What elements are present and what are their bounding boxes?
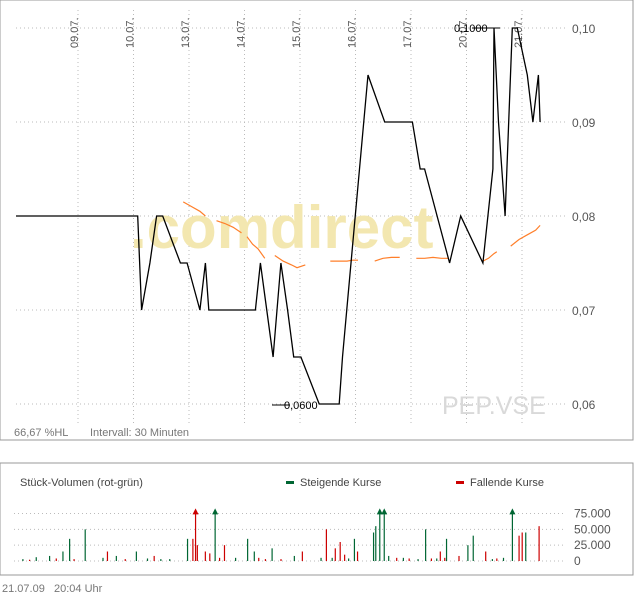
x-tick-label: 21.07.: [513, 17, 525, 48]
x-tick-label: 10.07.: [125, 17, 137, 48]
watermark-brand: .comdirect: [130, 194, 433, 261]
average-line-segment: [182, 201, 206, 217]
legend-label-up: Steigende Kurse: [300, 477, 381, 489]
legend-label-down: Fallende Kurse: [470, 477, 544, 489]
volume-overflow-arrow: [212, 508, 219, 515]
volume-overflow-arrow: [192, 508, 199, 515]
x-axis-ticks: 09.07. 10.07. 13.07. 14.07. 15.07. 16.07. 17.0…: [69, 17, 525, 48]
x-tick-label: 09.07.: [69, 17, 81, 48]
average-series: [182, 201, 541, 269]
x-tick-label: 15.07.: [291, 17, 303, 48]
hl-info: 66,67 %HL: [14, 427, 68, 439]
volume-tick-label: 25.000: [574, 538, 611, 552]
volume-title: Stück-Volumen (rot-grün): [20, 477, 143, 489]
max-label: 0,1000: [454, 23, 488, 35]
x-tick-label: 20.07.: [458, 17, 470, 48]
y-tick-label: 0,06: [572, 398, 596, 412]
average-line-segment: [510, 224, 541, 247]
average-line-segment: [216, 220, 242, 234]
footer: 21.07.09 20:04 Uhr: [2, 583, 102, 595]
volume-tick-label: 50.000: [574, 522, 611, 536]
interval-info: Intervall: 30 Minuten: [90, 427, 189, 439]
legend-swatch-down: [456, 481, 464, 484]
footer-time: 20:04 Uhr: [54, 583, 103, 595]
footer-date: 21.07.09: [2, 583, 45, 595]
y-tick-label: 0,10: [572, 22, 596, 36]
y-tick-label: 0,07: [572, 304, 596, 318]
volume-panel-frame: [0, 462, 634, 576]
x-tick-label: 13.07.: [180, 17, 192, 48]
volume-overflow-arrow: [381, 508, 388, 515]
volume-tick-label: 75.000: [574, 507, 611, 521]
average-line-segment: [374, 256, 400, 262]
watermark: .comdirect PEP.VSE: [130, 194, 546, 420]
min-label: 0,0600: [284, 400, 318, 412]
legend-swatch-up: [286, 481, 294, 484]
average-line-segment: [416, 256, 448, 259]
volume-overflow-arrow: [509, 508, 516, 515]
average-line-segment: [246, 236, 266, 259]
x-tick-label: 16.07.: [347, 17, 359, 48]
volume-bars: [22, 508, 540, 561]
watermark-symbol: PEP.VSE: [442, 392, 546, 420]
price-series: [16, 27, 541, 405]
y-tick-label: 0,09: [572, 116, 596, 130]
extreme-marks: 0,1000 0,0600: [272, 23, 500, 412]
volume-tick-label: 0: [574, 554, 581, 568]
average-line-segment: [482, 251, 498, 262]
y-axis-ticks: 0,10 0,09 0,08 0,07 0,06: [572, 22, 596, 412]
price-line: [16, 27, 541, 405]
average-line-segment: [274, 255, 306, 269]
average-line-segment: [330, 259, 358, 262]
volume-overflow-arrow: [376, 508, 383, 515]
y-tick-label: 0,08: [572, 210, 596, 224]
volume-legend: Steigende Kurse Fallende Kurse: [286, 477, 544, 489]
x-tick-label: 17.07.: [402, 17, 414, 48]
x-tick-label: 14.07.: [236, 17, 248, 48]
